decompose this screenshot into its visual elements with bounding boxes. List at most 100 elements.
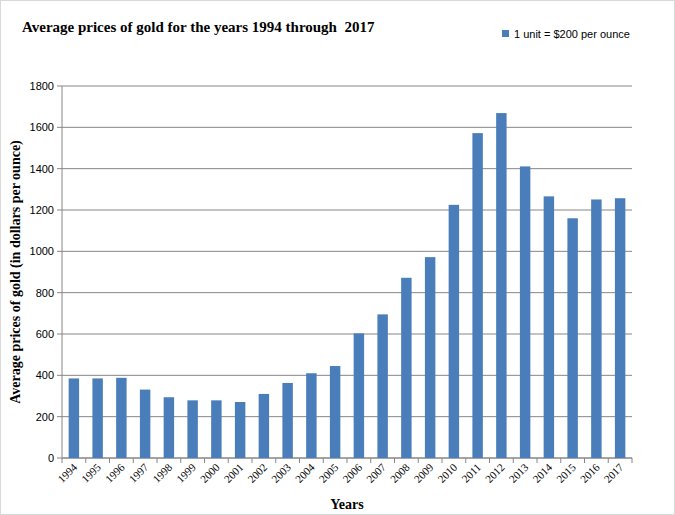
x-tick-label: 2016 [578,461,602,485]
x-tick-label: 2014 [530,461,554,485]
x-tick [109,458,110,463]
y-tick [57,292,62,293]
y-tick-label: 1400 [30,163,54,175]
x-tick [228,458,229,463]
x-tick-label: 1996 [103,461,127,485]
x-tick [204,458,205,463]
x-tick-label: 2009 [411,461,435,485]
y-tick-label: 400 [36,369,54,381]
x-tick [323,458,324,463]
bar [282,383,292,458]
x-tick [85,458,86,463]
title: Average prices of gold for the years 199… [22,19,375,35]
chart-border [1,1,675,515]
bar [164,397,174,458]
x-tick-label: 2008 [388,461,412,485]
bar [235,402,245,458]
x-tick [537,458,538,463]
legend-label: 1 unit = $200 per ounce [514,28,630,40]
x-tick [157,458,158,463]
y-tick [57,458,62,459]
chart-svg: 0200400600800100012001400160018001994199… [0,0,675,515]
grid-line [62,168,632,169]
x-tick [513,458,514,463]
y-tick [57,416,62,417]
x-tick [133,458,134,463]
x-tick-label: 2013 [506,461,530,485]
x-tick-label: 2001 [221,461,245,485]
chart-container: 0200400600800100012001400160018001994199… [0,0,675,515]
x-tick [442,458,443,463]
bar [544,196,554,458]
bar [211,400,221,458]
y-tick [57,210,62,211]
bar [615,198,625,458]
y-tick-label: 1600 [30,121,54,133]
y-tick [57,127,62,128]
y-tick [57,86,62,87]
bar [69,378,79,458]
bar [330,366,340,458]
x-tick-label: 1994 [55,461,79,485]
x-tick [584,458,585,463]
bar [425,257,435,458]
y-axis [62,86,63,458]
bar [449,205,459,458]
y-tick-label: 0 [48,452,54,464]
y-axis-label: Average prices of gold (in dollars per o… [8,140,24,404]
x-tick-label: 2006 [340,461,364,485]
x-tick [465,458,466,463]
x-tick [275,458,276,463]
x-tick-label: 1999 [174,461,198,485]
x-tick [608,458,609,463]
x-tick-label: 1998 [150,461,174,485]
y-tick [57,334,62,335]
bar [116,378,126,458]
bar [496,113,506,458]
bar [567,218,577,458]
bar [472,133,482,458]
x-tick-label: 2000 [198,461,222,485]
grid-line [62,127,632,128]
x-tick [299,458,300,463]
y-tick-label: 1800 [30,80,54,92]
x-tick-label: 2010 [435,461,459,485]
x-tick-label: 1997 [126,461,150,485]
x-tick-label: 2011 [459,461,483,485]
y-tick-label: 1000 [30,245,54,257]
bar [520,166,530,458]
x-tick [62,458,63,463]
x-tick-label: 2015 [554,461,578,485]
bar [187,400,197,458]
x-tick-label: 2002 [245,461,269,485]
x-tick [489,458,490,463]
bar [92,378,102,458]
y-tick-label: 200 [36,411,54,423]
y-tick-label: 800 [36,287,54,299]
x-tick-label: 1995 [79,461,103,485]
x-tick [252,458,253,463]
legend-marker [502,30,509,37]
y-tick [57,251,62,252]
y-tick-label: 600 [36,328,54,340]
x-tick-label: 2017 [601,461,625,485]
bar [591,199,601,458]
grid-line [62,86,632,87]
bars [69,113,626,458]
y-tick [57,375,62,376]
x-tick [418,458,419,463]
x-tick [180,458,181,463]
x-tick [394,458,395,463]
bar [354,333,364,458]
x-tick-label: 2007 [364,461,388,485]
x-tick-label: 2003 [269,461,293,485]
x-tick-label: 2004 [293,461,317,485]
x-tick-label: 2005 [316,461,340,485]
y-tick-label: 1200 [30,204,54,216]
y-tick [57,168,62,169]
x-tick [370,458,371,463]
bar [377,314,387,458]
x-axis-label: Years [330,497,364,512]
bar [140,390,150,458]
bar [259,394,269,458]
